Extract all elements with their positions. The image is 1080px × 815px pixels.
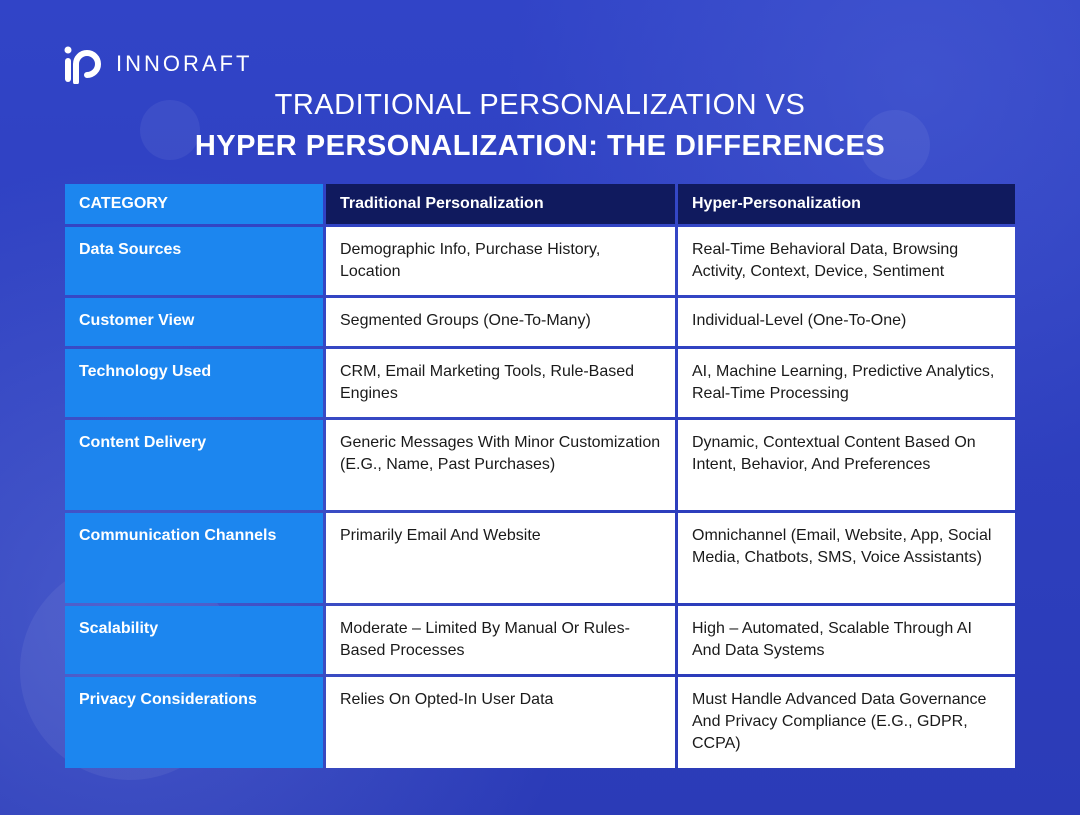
header-traditional: Traditional Personalization xyxy=(326,184,675,224)
comparison-table: CATEGORY Traditional Personalization Hyp… xyxy=(65,184,1015,768)
title-line-2: HYPER PERSONALIZATION: THE DIFFERENCES xyxy=(194,130,886,162)
row-hyper-cell: Must Handle Advanced Data Governance And… xyxy=(678,677,1015,768)
row-category-cell: Communication Channels xyxy=(65,513,323,603)
row-hyper-cell: Omnichannel (Email, Website, App, Social… xyxy=(678,513,1015,603)
brand-logo: INNORAFT xyxy=(62,44,252,84)
row-traditional-cell: Demographic Info, Purchase History, Loca… xyxy=(326,227,675,295)
brand-name: INNORAFT xyxy=(116,51,253,76)
row-traditional-cell: Moderate – Limited By Manual Or Rules-Ba… xyxy=(326,606,675,674)
row-traditional-cell: CRM, Email Marketing Tools, Rule-Based E… xyxy=(326,349,675,417)
row-hyper-cell: AI, Machine Learning, Predictive Analyti… xyxy=(678,349,1015,417)
row-hyper-cell: High – Automated, Scalable Through AI An… xyxy=(678,606,1015,674)
row-traditional-cell: Generic Messages With Minor Customizatio… xyxy=(326,420,675,510)
row-category-cell: Privacy Considerations xyxy=(65,677,323,768)
row-hyper-cell: Dynamic, Contextual Content Based On Int… xyxy=(678,420,1015,510)
decorative-circle xyxy=(140,100,200,160)
row-category-cell: Customer View xyxy=(65,298,323,346)
row-category-cell: Technology Used xyxy=(65,349,323,417)
row-category-cell: Data Sources xyxy=(65,227,323,295)
header-hyper: Hyper-Personalization xyxy=(678,184,1015,224)
decorative-circle xyxy=(860,110,930,180)
innoraft-logo-icon xyxy=(64,46,101,84)
page-title: TRADITIONAL PERSONALIZATION VS HYPER PER… xyxy=(0,86,1080,168)
header-category: CATEGORY xyxy=(65,184,323,224)
row-traditional-cell: Relies On Opted-In User Data xyxy=(326,677,675,768)
row-category-cell: Content Delivery xyxy=(65,420,323,510)
row-category-cell: Scalability xyxy=(65,606,323,674)
row-traditional-cell: Primarily Email And Website xyxy=(326,513,675,603)
row-hyper-cell: Real-Time Behavioral Data, Browsing Acti… xyxy=(678,227,1015,295)
row-hyper-cell: Individual-Level (One-To-One) xyxy=(678,298,1015,346)
row-traditional-cell: Segmented Groups (One-To-Many) xyxy=(326,298,675,346)
title-line-1: TRADITIONAL PERSONALIZATION VS xyxy=(274,89,806,121)
